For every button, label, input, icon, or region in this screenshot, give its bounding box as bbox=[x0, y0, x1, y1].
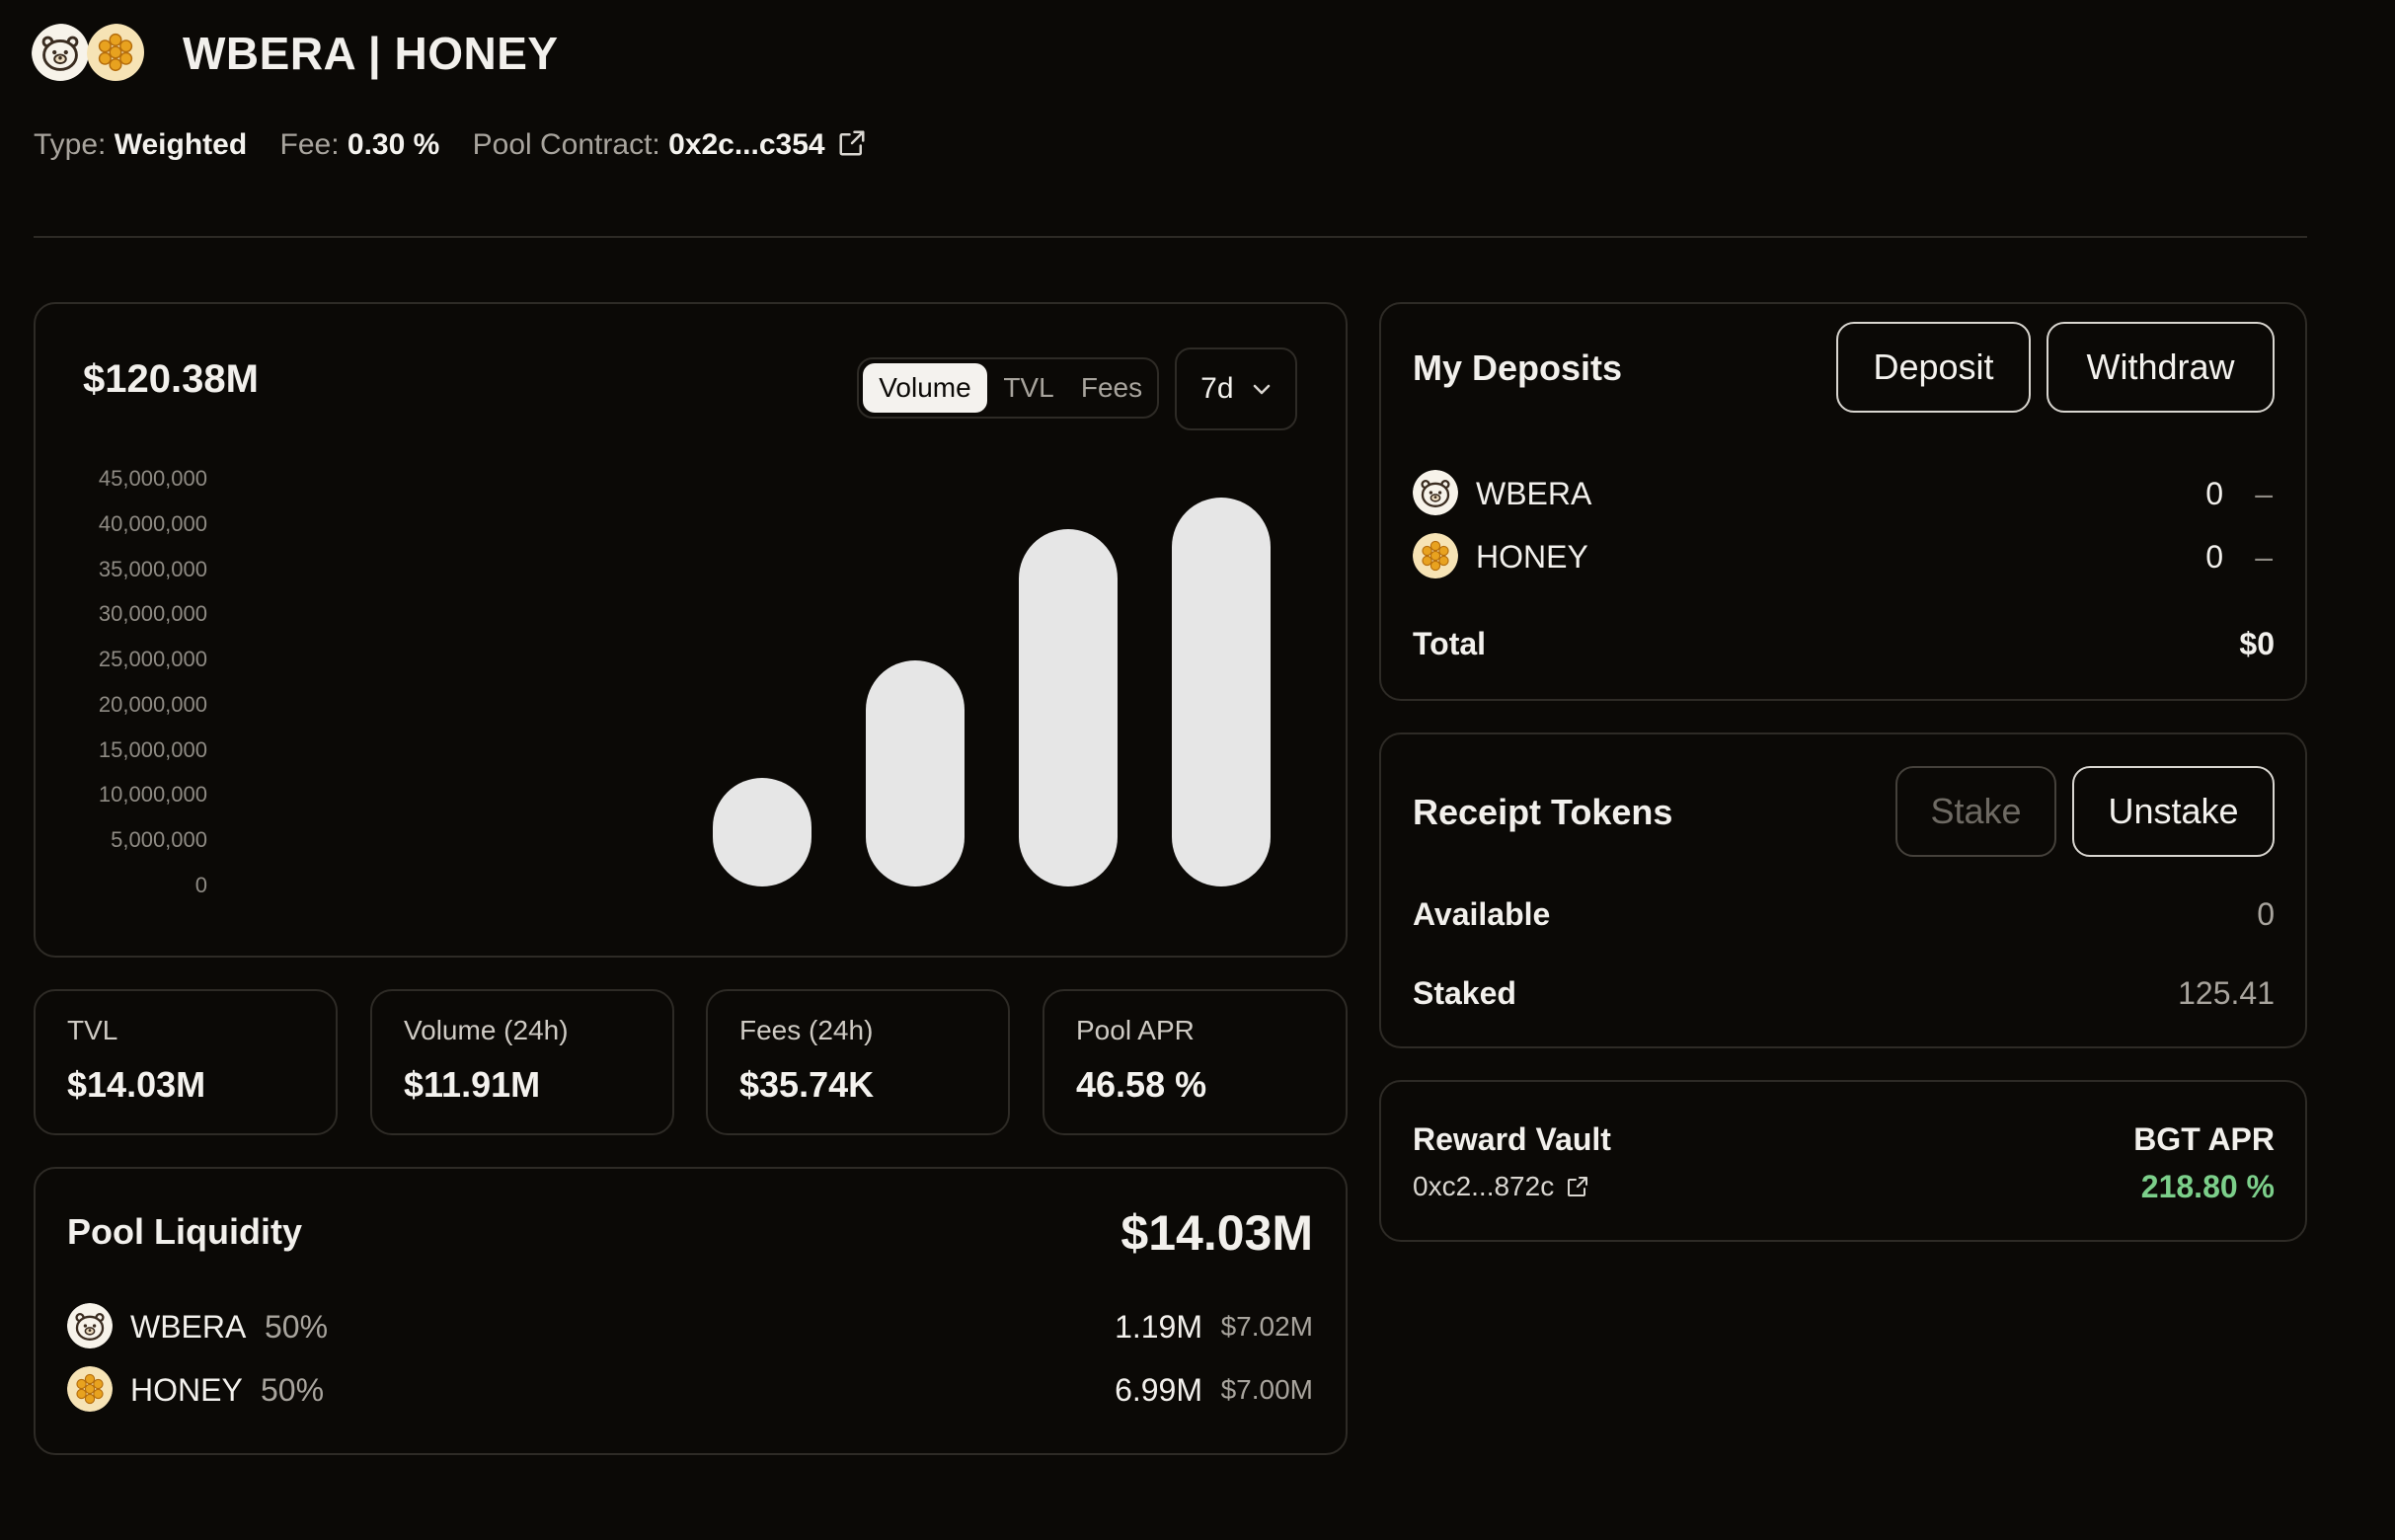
y-tick-label: 40,000,000 bbox=[98, 510, 207, 536]
fee-label: Fee: bbox=[279, 128, 340, 161]
chart-bar[interactable] bbox=[866, 660, 965, 886]
honey-token-icon bbox=[87, 24, 148, 85]
unstake-button[interactable]: Unstake bbox=[2072, 766, 2275, 857]
y-tick-label: 0 bbox=[194, 873, 207, 897]
honey-token-icon bbox=[67, 1366, 113, 1412]
type-value: Weighted bbox=[114, 128, 248, 161]
stat-value: $11.91M bbox=[404, 1064, 541, 1105]
wbera-token-icon bbox=[1413, 470, 1458, 515]
stake-button[interactable]: Stake bbox=[1895, 766, 2056, 857]
stat-label: TVL bbox=[67, 1015, 118, 1045]
stat-value: $35.74K bbox=[739, 1064, 875, 1105]
withdraw-button[interactable]: Withdraw bbox=[2047, 322, 2275, 413]
bear-icon bbox=[67, 1303, 113, 1348]
deposit-total-label: Total bbox=[1413, 626, 1487, 661]
y-tick-label: 15,000,000 bbox=[98, 736, 207, 762]
receipt-tokens-card bbox=[1379, 732, 2307, 1048]
chart-plot-area bbox=[691, 480, 1283, 886]
y-tick-label: 5,000,000 bbox=[111, 827, 207, 853]
honey-token-icon bbox=[1413, 533, 1458, 578]
deposit-token-symbol: HONEY bbox=[1476, 539, 1588, 575]
receipt-tokens-title: Receipt Tokens bbox=[1413, 792, 1673, 832]
stat-tile-apr: Pool APR 46.58 % bbox=[1043, 989, 1348, 1135]
liquidity-token-amount: 6.99M bbox=[1115, 1372, 1202, 1408]
liquidity-token-symbol: HONEY bbox=[130, 1372, 243, 1408]
deposit-token-usd: – bbox=[2255, 476, 2273, 511]
y-tick-label: 35,000,000 bbox=[98, 556, 207, 581]
reward-vault-address-link[interactable]: 0xc2...872c bbox=[1413, 1171, 1589, 1202]
honeycomb-icon bbox=[1413, 533, 1458, 578]
bgt-apr-label: BGT APR bbox=[2133, 1121, 2275, 1157]
range-select[interactable]: 7d bbox=[1175, 347, 1297, 430]
header-divider bbox=[34, 236, 2307, 238]
my-deposits-title: My Deposits bbox=[1413, 347, 1623, 388]
liquidity-token-usd: $7.00M bbox=[1220, 1374, 1313, 1405]
staked-value: 125.41 bbox=[2178, 975, 2275, 1011]
available-label: Available bbox=[1413, 896, 1551, 932]
tab-tvl[interactable]: TVL bbox=[1003, 372, 1054, 403]
staked-label: Staked bbox=[1413, 975, 1516, 1011]
honeycomb-icon bbox=[67, 1366, 113, 1412]
pool-liquidity-title: Pool Liquidity bbox=[67, 1211, 302, 1252]
type-label: Type: bbox=[34, 128, 107, 161]
reward-vault-address: 0xc2...872c bbox=[1413, 1171, 1555, 1201]
y-tick-label: 20,000,000 bbox=[98, 691, 207, 717]
deposit-button[interactable]: Deposit bbox=[1836, 322, 2031, 413]
bgt-apr-value: 218.80 % bbox=[2140, 1169, 2275, 1204]
chart-y-axis: 45,000,000 40,000,000 35,000,000 30,000,000… bbox=[59, 464, 207, 898]
liquidity-token-symbol: WBERA bbox=[130, 1309, 247, 1345]
liquidity-token-usd: $7.02M bbox=[1220, 1311, 1313, 1342]
chart-metric-tabs: Volume TVL Fees bbox=[857, 357, 1159, 419]
contract-label: Pool Contract: bbox=[472, 128, 660, 161]
honeycomb-icon bbox=[87, 24, 144, 81]
pool-meta: Type: Weighted Fee: 0.30 % Pool Contract… bbox=[34, 128, 867, 162]
chart-bar[interactable] bbox=[713, 778, 811, 886]
wbera-token-icon bbox=[32, 24, 93, 85]
deposit-token-usd: – bbox=[2255, 539, 2273, 575]
y-tick-label: 45,000,000 bbox=[98, 466, 207, 491]
stat-value: 46.58 % bbox=[1076, 1064, 1207, 1105]
reward-vault-title: Reward Vault bbox=[1413, 1121, 1611, 1157]
chart-bar[interactable] bbox=[1019, 529, 1118, 886]
deposit-token-amount: 0 bbox=[2205, 539, 2223, 575]
liquidity-token-weight: 50% bbox=[265, 1309, 329, 1345]
stat-value: $14.03M bbox=[67, 1064, 206, 1105]
stat-label: Volume (24h) bbox=[404, 1015, 569, 1045]
chart-total-value: $120.38M bbox=[83, 357, 259, 401]
reward-vault-card bbox=[1379, 1080, 2307, 1242]
deposit-total-value: $0 bbox=[2239, 626, 2275, 661]
y-tick-label: 25,000,000 bbox=[98, 647, 207, 672]
tab-volume[interactable]: Volume bbox=[863, 363, 987, 413]
fee-value: 0.30 % bbox=[347, 128, 440, 161]
range-value: 7d bbox=[1200, 372, 1234, 405]
deposit-token-symbol: WBERA bbox=[1476, 476, 1592, 511]
my-deposits-card bbox=[1379, 302, 2307, 701]
external-link-icon[interactable] bbox=[837, 128, 867, 158]
stat-label: Pool APR bbox=[1076, 1015, 1195, 1045]
y-tick-label: 10,000,000 bbox=[98, 782, 207, 808]
tab-fees[interactable]: Fees bbox=[1080, 372, 1143, 403]
external-link-icon[interactable] bbox=[1566, 1175, 1589, 1198]
liquidity-token-weight: 50% bbox=[261, 1372, 325, 1408]
stat-tile-volume: Volume (24h) $11.91M bbox=[370, 989, 674, 1135]
y-tick-label: 30,000,000 bbox=[98, 601, 207, 627]
chevron-down-icon bbox=[1253, 384, 1271, 395]
contract-link[interactable]: 0x2c...c354 bbox=[668, 128, 825, 161]
stat-label: Fees (24h) bbox=[739, 1015, 874, 1045]
stat-tile-tvl: TVL $14.03M bbox=[34, 989, 338, 1135]
available-value: 0 bbox=[2257, 896, 2275, 932]
bear-icon bbox=[1413, 470, 1458, 515]
pool-liquidity-total: $14.03M bbox=[1120, 1205, 1313, 1261]
stat-tile-fees: Fees (24h) $35.74K bbox=[706, 989, 1010, 1135]
chart-bar[interactable] bbox=[1172, 498, 1271, 886]
deposit-token-amount: 0 bbox=[2205, 476, 2223, 511]
wbera-token-icon bbox=[67, 1303, 113, 1348]
chart-card bbox=[34, 302, 1348, 958]
liquidity-token-amount: 1.19M bbox=[1115, 1309, 1202, 1345]
pool-liquidity-card bbox=[34, 1167, 1348, 1455]
bear-icon bbox=[32, 24, 89, 81]
page-title: WBERA | HONEY bbox=[183, 28, 559, 79]
